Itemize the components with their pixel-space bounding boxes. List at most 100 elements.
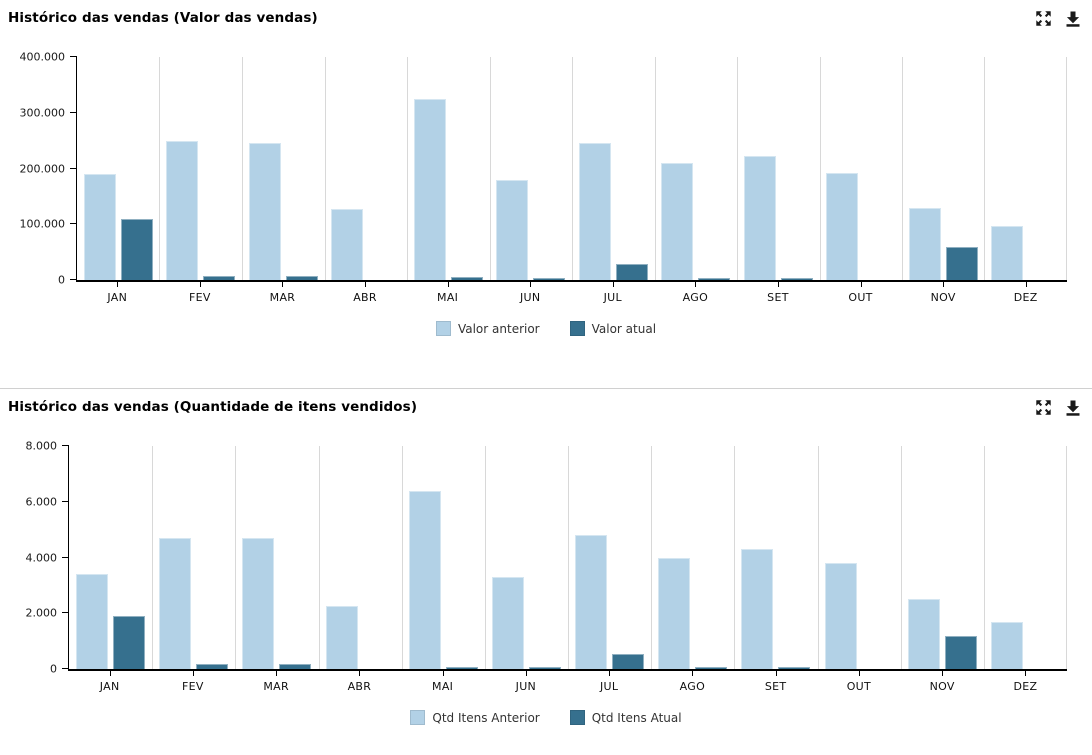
panel-header: Histórico das vendas (Valor das vendas) [8, 10, 1084, 28]
bar-abr-anterior[interactable] [331, 209, 364, 280]
bar-group-ago [651, 446, 734, 669]
x-axis-label-mar: MAR [269, 291, 296, 304]
bar-fev-atual[interactable] [196, 664, 229, 669]
x-axis-label-mai: MAI [437, 291, 459, 304]
bar-ago-atual[interactable] [695, 667, 728, 669]
chart-legend: Qtd Itens Anterior Qtd Itens Atual [8, 710, 1084, 725]
x-axis-label-jan: JAN [99, 680, 120, 693]
bar-jun-anterior[interactable] [496, 180, 529, 280]
bar-jun-atual[interactable] [533, 278, 566, 280]
legend-label: Valor atual [591, 321, 657, 336]
bar-jul-anterior[interactable] [578, 142, 611, 280]
bars-layer [77, 57, 1067, 280]
legend-item-anterior[interactable]: Qtd Itens Anterior [410, 710, 540, 725]
bar-mar-anterior[interactable] [248, 142, 281, 280]
legend-item-atual[interactable]: Qtd Itens Atual [569, 710, 682, 725]
x-axis-labels: JAN FEV MAR ABR MAI JUN JUL AGO SET OUT NOV DEZ [76, 282, 1067, 308]
x-axis-tick [612, 282, 614, 287]
bar-set-atual[interactable] [780, 278, 813, 280]
gridline [572, 57, 573, 280]
gridline [817, 446, 819, 669]
gridline [318, 446, 320, 669]
bar-set-atual[interactable] [778, 666, 811, 669]
bar-mar-anterior[interactable] [242, 538, 275, 669]
x-axis-tick [777, 282, 779, 287]
x-axis-label-set: SET [764, 680, 787, 693]
y-axis-tick [62, 668, 69, 669]
bar-out-anterior[interactable] [826, 172, 859, 280]
gridline [984, 57, 986, 280]
gridline [983, 446, 985, 669]
bar-dez-anterior[interactable] [990, 621, 1023, 669]
bar-group-jun [485, 446, 568, 669]
page-title: Histórico das vendas (Quantidade de iten… [8, 399, 418, 415]
bar-mai-atual[interactable] [450, 277, 483, 280]
bar-group-mai [402, 446, 485, 669]
x-axis-label-nov: NOV [929, 680, 955, 693]
bar-jun-atual[interactable] [528, 667, 561, 669]
bar-nov-anterior[interactable] [907, 599, 940, 669]
x-axis-tick [447, 282, 449, 287]
bar-fev-anterior[interactable] [159, 538, 192, 669]
bar-fev-atual[interactable] [203, 275, 236, 280]
y-axis-tick [62, 612, 69, 614]
x-axis-label-set: SET [767, 291, 789, 304]
x-axis-label-jul: JUL [603, 291, 622, 304]
bar-mar-atual[interactable] [279, 664, 312, 669]
bar-mai-anterior[interactable] [408, 490, 441, 669]
bar-group-dez [984, 446, 1067, 669]
x-axis-tick [942, 671, 944, 676]
y-axis-tick [70, 56, 77, 57]
bar-group-abr [319, 446, 402, 669]
bar-jul-atual[interactable] [615, 264, 648, 280]
x-axis-labels: JAN FEV MAR ABR MAI JUN JUL AGO SET OUT NOV DEZ [68, 671, 1067, 697]
legend-item-atual[interactable]: Valor atual [569, 321, 657, 336]
sales-value-chart-panel: Histórico das vendas (Valor das vendas) … [8, 10, 1084, 336]
expand-icon[interactable] [1035, 10, 1052, 27]
bar-mar-atual[interactable] [285, 275, 318, 280]
gridline [902, 57, 903, 280]
bar-jan-atual[interactable] [113, 616, 146, 669]
bar-jun-anterior[interactable] [491, 577, 524, 669]
y-axis-label: 0 [58, 273, 65, 287]
x-axis-label-jun: JUN [515, 680, 537, 693]
bar-dez-anterior[interactable] [991, 225, 1024, 280]
bar-group-jan [69, 446, 152, 669]
bar-jul-atual[interactable] [612, 653, 645, 669]
bar-jan-anterior[interactable] [76, 574, 109, 669]
legend-item-anterior[interactable]: Valor anterior [435, 321, 540, 336]
bar-group-jul [572, 57, 655, 280]
bar-jul-anterior[interactable] [575, 535, 608, 669]
y-axis-label: 400.000 [19, 50, 66, 64]
bar-ago-anterior[interactable] [658, 557, 691, 669]
bar-set-anterior[interactable] [743, 155, 776, 280]
x-axis-tick [775, 671, 777, 676]
bar-jan-anterior[interactable] [83, 174, 116, 280]
download-icon[interactable] [1065, 10, 1082, 27]
gridline [152, 446, 154, 669]
bar-nov-atual[interactable] [945, 246, 978, 280]
x-axis-tick [192, 671, 194, 676]
x-axis-label-abr: ABR [347, 680, 372, 693]
bar-nov-anterior[interactable] [908, 208, 941, 280]
x-axis-label-jun: JUN [519, 291, 541, 304]
y-axis-label: 0 [50, 662, 57, 676]
bar-fev-anterior[interactable] [166, 140, 199, 280]
download-icon[interactable] [1065, 399, 1082, 416]
bar-set-anterior[interactable] [741, 549, 774, 669]
bar-mai-atual[interactable] [445, 666, 478, 669]
bar-group-fev [160, 57, 243, 280]
x-axis-label-nov: NOV [930, 291, 956, 304]
bar-out-anterior[interactable] [824, 563, 857, 669]
bar-nov-atual[interactable] [944, 635, 977, 669]
x-axis-label-mar: MAR [263, 680, 289, 693]
x-axis-label-fev: FEV [189, 291, 211, 304]
bar-ago-anterior[interactable] [661, 162, 694, 280]
bar-mai-anterior[interactable] [413, 99, 446, 280]
expand-icon[interactable] [1035, 399, 1052, 416]
legend-swatch [569, 321, 585, 336]
bar-abr-anterior[interactable] [325, 606, 358, 669]
bar-ago-atual[interactable] [698, 278, 731, 280]
gridline [654, 57, 656, 280]
bar-jan-atual[interactable] [120, 218, 153, 280]
